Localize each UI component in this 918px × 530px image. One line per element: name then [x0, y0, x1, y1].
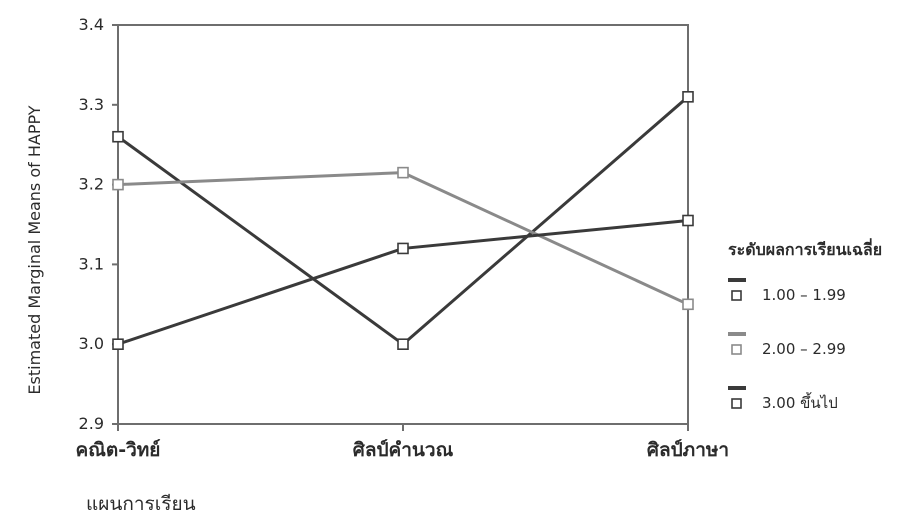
- series-3: [112, 214, 694, 351]
- y-tick-label: 3.4: [79, 15, 104, 34]
- legend-swatch-marker: [731, 290, 742, 301]
- x-tick-label: ศิลป์คำนวณ: [353, 439, 454, 461]
- series-point: [397, 242, 409, 255]
- series-point: [112, 338, 124, 351]
- legend-title: ระดับผลการเรียนเฉลี่ย: [728, 238, 882, 259]
- x-axis-ticks: คณิต-วิทย์ ศิลป์คำนวณ ศิลป์ภาษา: [76, 424, 729, 461]
- series-layer: [112, 91, 694, 351]
- y-axis-label: Estimated Marginal Means of HAPPY: [25, 105, 44, 394]
- y-tick-label: 3.1: [79, 254, 104, 273]
- y-tick-label: 3.0: [79, 334, 104, 353]
- x-axis-label: แผนการเรียน: [86, 493, 196, 515]
- series-point: [682, 298, 694, 311]
- legend-swatch-marker: [731, 344, 742, 355]
- legend-item-label: 3.00 ขึ้นไป: [762, 392, 838, 412]
- series-point: [112, 130, 124, 143]
- series-point: [397, 166, 409, 179]
- plot-frame: [117, 24, 689, 425]
- series-point: [112, 178, 124, 191]
- series-point: [682, 91, 694, 103]
- legend: ระดับผลการเรียนเฉลี่ย 1.00 – 1.99 2.00 – …: [728, 238, 882, 412]
- series-line: [117, 171, 689, 306]
- legend-swatch-marker: [731, 398, 742, 409]
- series-point: [397, 338, 409, 351]
- series-point: [682, 214, 694, 227]
- plot-area: [117, 24, 689, 425]
- y-tick-label: 3.2: [79, 175, 104, 194]
- series-2: [112, 166, 694, 311]
- legend-item-label: 2.00 – 2.99: [762, 340, 846, 358]
- series-1: [112, 91, 694, 351]
- y-axis-ticks: 2.9 3.0 3.1 3.2 3.3 3.4: [79, 15, 118, 433]
- y-tick-label: 3.3: [79, 95, 104, 114]
- x-tick-label: คณิต-วิทย์: [76, 439, 161, 461]
- legend-item-label: 1.00 – 1.99: [762, 286, 846, 304]
- series-line: [117, 95, 689, 346]
- series-line: [117, 219, 689, 346]
- x-tick-label: ศิลป์ภาษา: [647, 439, 729, 461]
- y-tick-label: 2.9: [79, 414, 104, 433]
